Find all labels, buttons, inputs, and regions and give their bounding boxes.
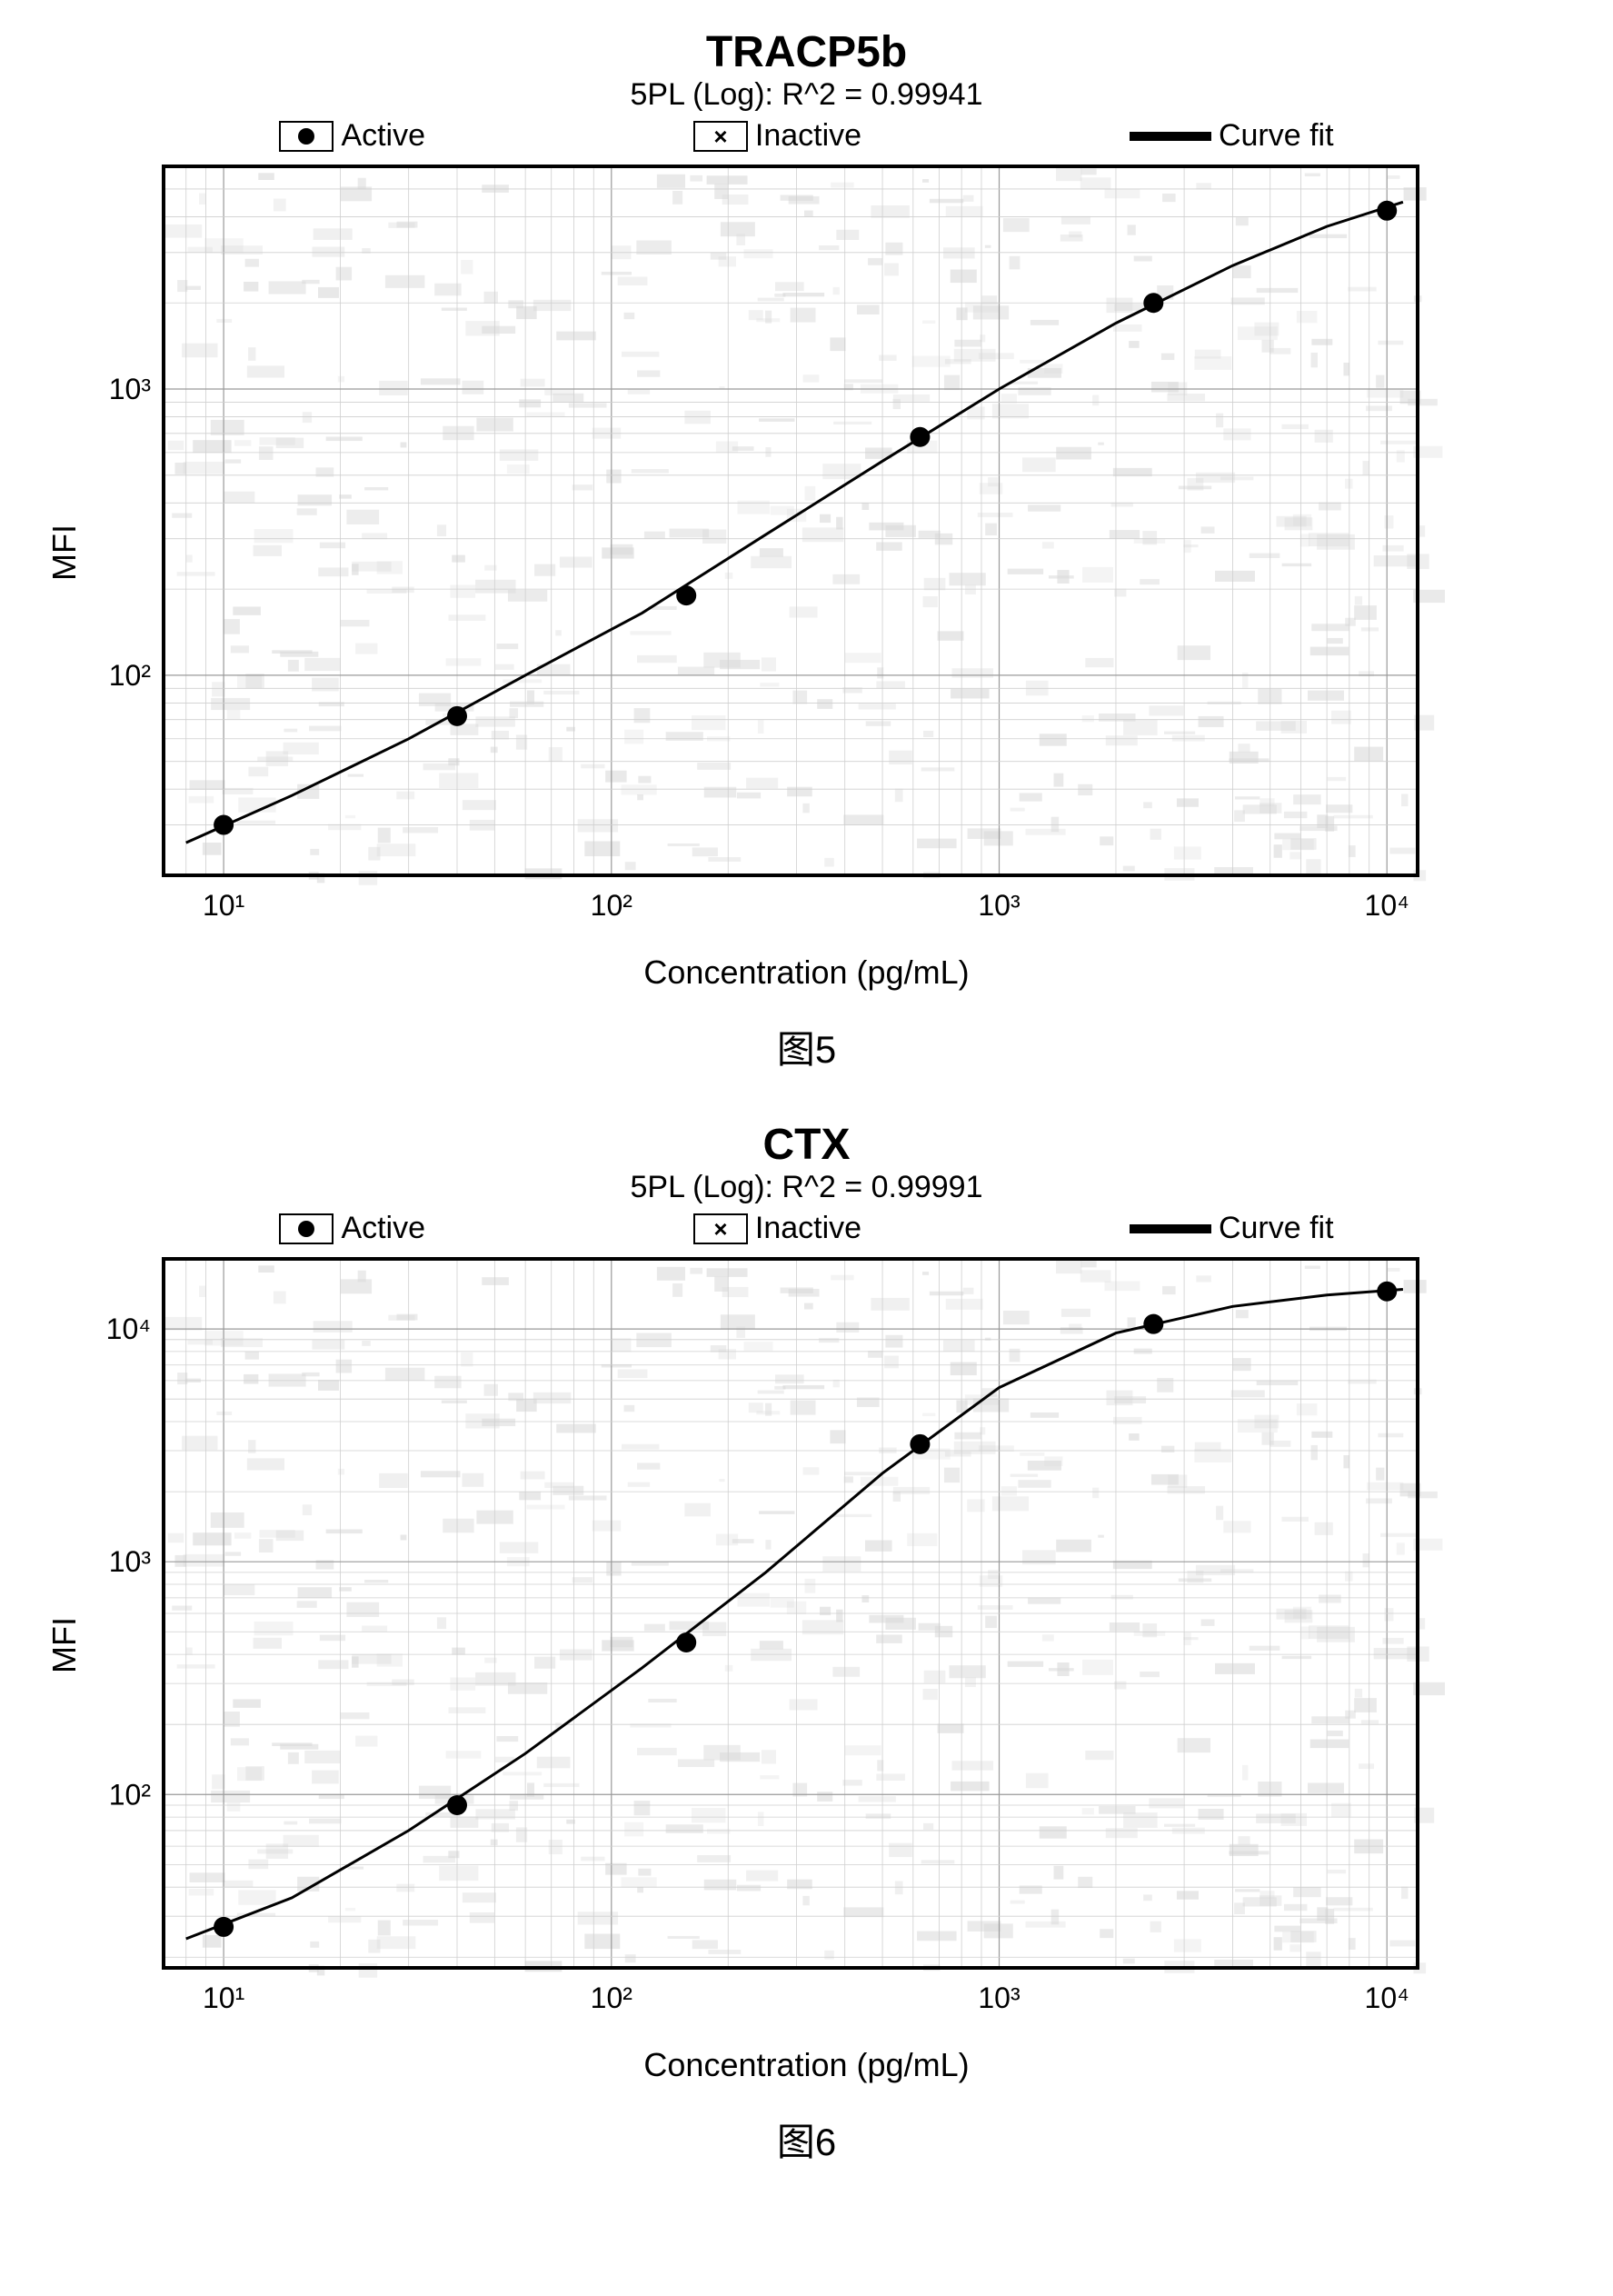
legend-item-curve: Curve fit xyxy=(1130,118,1334,154)
x-axis-label: Concentration (pg/mL) xyxy=(36,953,1577,992)
y-axis-label: MFI xyxy=(45,1617,84,1673)
data-point xyxy=(447,706,467,726)
y-tick-label: 10² xyxy=(109,1778,152,1811)
plot-svg: 10¹ 10² 10³ 10⁴ 10² 10³ 10⁴ xyxy=(36,1250,1445,2041)
plot-wrap: MFI 10¹ 10² 10³ 10⁴ 10² 10³ 10⁴ xyxy=(36,1250,1577,2041)
data-point xyxy=(447,1795,467,1815)
chart-title: CTX xyxy=(36,1120,1577,1170)
thick-line-icon xyxy=(1130,132,1211,141)
inactive-swatch: × xyxy=(693,121,748,152)
x-tick-label: 10¹ xyxy=(203,1982,244,2014)
x-icon: × xyxy=(713,1217,727,1241)
legend: Active × Inactive Curve fit xyxy=(36,118,1577,157)
chart-subtitle: 5PL (Log): R^2 = 0.99991 xyxy=(36,1170,1577,1205)
plot-svg: 10¹ 10² 10³ 10⁴ 10² 10³ xyxy=(36,157,1445,948)
y-tick-label: 10² xyxy=(109,659,152,692)
legend-label-inactive: Inactive xyxy=(755,1211,861,1246)
x-tick-label: 10³ xyxy=(978,889,1021,922)
legend-label-curve: Curve fit xyxy=(1219,1211,1334,1246)
data-point xyxy=(1377,1282,1397,1302)
data-point xyxy=(1377,201,1397,221)
plot-wrap: MFI 10¹ 10² 10³ 10⁴ 10² 10³ xyxy=(36,157,1577,948)
data-point xyxy=(676,1632,696,1652)
legend-label-curve: Curve fit xyxy=(1219,118,1334,154)
scan-noise xyxy=(164,1259,1445,1977)
legend-label-inactive: Inactive xyxy=(755,118,861,154)
active-swatch xyxy=(279,121,334,152)
chart5-block: TRACP5b5PL (Log): R^2 = 0.99941 Active × In… xyxy=(36,27,1577,1074)
data-point xyxy=(214,1917,234,1937)
legend-item-active: Active xyxy=(279,118,425,154)
data-point xyxy=(910,427,930,447)
grid xyxy=(164,1259,1418,1968)
legend-item-curve: Curve fit xyxy=(1130,1211,1334,1246)
figure-caption: 图6 xyxy=(36,2111,1577,2167)
data-point xyxy=(1143,293,1163,313)
legend-label-active: Active xyxy=(341,118,425,154)
scan-noise xyxy=(164,166,1445,884)
chart6-block: CTX5PL (Log): R^2 = 0.99991 Active × Inacti… xyxy=(36,1120,1577,2167)
active-swatch xyxy=(279,1213,334,1244)
data-point xyxy=(676,585,696,605)
legend-item-inactive: × Inactive xyxy=(693,1211,861,1246)
legend: Active × Inactive Curve fit xyxy=(36,1211,1577,1250)
y-tick-label: 10⁴ xyxy=(106,1313,151,1345)
inactive-swatch: × xyxy=(693,1213,748,1244)
figure-caption: 图5 xyxy=(36,1019,1577,1074)
x-tick-label: 10⁴ xyxy=(1365,1982,1409,2014)
y-axis-label: MFI xyxy=(45,524,84,581)
y-tick-label: 10³ xyxy=(109,1545,152,1578)
legend-item-inactive: × Inactive xyxy=(693,118,861,154)
x-tick-label: 10² xyxy=(591,1982,633,2014)
legend-label-active: Active xyxy=(341,1211,425,1246)
filled-circle-icon xyxy=(298,1221,314,1237)
x-tick-label: 10³ xyxy=(978,1982,1021,2014)
y-tick-label: 10³ xyxy=(109,373,152,405)
filled-circle-icon xyxy=(298,128,314,145)
x-axis-label: Concentration (pg/mL) xyxy=(36,2046,1577,2084)
chart-subtitle: 5PL (Log): R^2 = 0.99941 xyxy=(36,77,1577,113)
thick-line-icon xyxy=(1130,1224,1211,1233)
data-point xyxy=(910,1434,930,1454)
data-point xyxy=(214,815,234,835)
data-point xyxy=(1143,1314,1163,1334)
x-tick-label: 10² xyxy=(591,889,633,922)
x-icon: × xyxy=(713,125,727,148)
x-tick-label: 10⁴ xyxy=(1365,889,1409,922)
x-tick-label: 10¹ xyxy=(203,889,244,922)
chart-title: TRACP5b xyxy=(36,27,1577,77)
legend-item-active: Active xyxy=(279,1211,425,1246)
